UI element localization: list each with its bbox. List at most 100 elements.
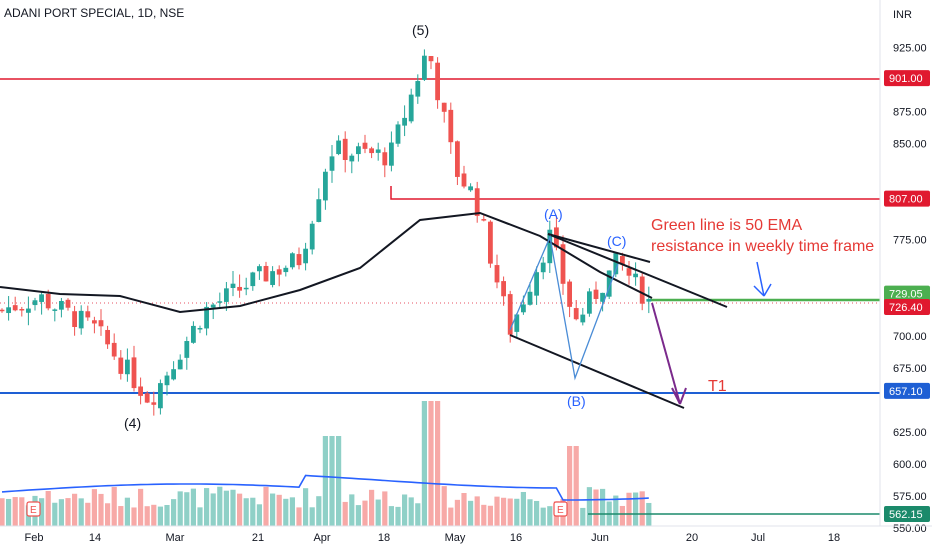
time-tick-label[interactable]: 18 — [378, 532, 390, 544]
time-tick-label[interactable]: 20 — [686, 532, 698, 544]
price-badge-label: 901.00 — [889, 73, 923, 85]
candle-body — [382, 152, 388, 166]
wave-4-label: (4) — [124, 415, 141, 431]
candle-body — [26, 308, 31, 313]
time-tick-label[interactable]: 21 — [252, 532, 264, 544]
volume-bar — [270, 493, 276, 526]
price-badge-label: 729.05 — [889, 289, 923, 301]
candle-body — [389, 142, 394, 166]
price-tick-label: 600.00 — [893, 459, 927, 471]
time-tick-label[interactable]: 14 — [89, 532, 101, 544]
time-tick-label[interactable]: Apr — [313, 532, 330, 544]
time-axis-ticks[interactable]: Feb 14 Mar 21 Apr 18 May 16 Jun 20 Jul 18 — [25, 532, 841, 544]
candle-body — [606, 270, 612, 297]
candle-body — [521, 304, 526, 313]
volume-bar — [138, 488, 144, 526]
candle-body — [461, 173, 467, 187]
candle-body — [171, 369, 176, 380]
volume-bar — [329, 436, 335, 526]
candle-body — [111, 342, 117, 357]
candle-body — [613, 253, 619, 275]
candle-body — [230, 283, 236, 289]
candle-body — [204, 306, 209, 329]
wave-5-label: (5) — [412, 22, 429, 38]
candle-body — [257, 266, 262, 272]
candle-body — [435, 62, 440, 101]
volume-bar — [171, 499, 177, 526]
volume-bar — [78, 498, 84, 526]
volume-bar — [98, 493, 104, 526]
volume-ma-line — [1, 474, 649, 501]
volume-bar — [256, 504, 262, 526]
lower-channel-line — [509, 334, 685, 409]
volume-bar — [190, 488, 196, 526]
price-axis-bg[interactable] — [880, 0, 932, 550]
candle-body — [448, 109, 454, 143]
volume-bar — [580, 507, 586, 526]
volume-bar — [289, 497, 295, 526]
volume-bar — [481, 504, 487, 526]
price-tick-label: 925.00 — [893, 42, 927, 54]
volume-bar — [85, 502, 91, 526]
volume-bars — [0, 401, 652, 526]
candle-body — [39, 294, 44, 302]
volume-bar — [157, 506, 163, 526]
candle-body — [620, 256, 625, 265]
candle-body — [263, 265, 269, 282]
candle-body — [626, 268, 632, 276]
volume-bar — [263, 486, 269, 526]
volume-bar — [131, 507, 137, 526]
candle-body — [441, 102, 447, 112]
volume-bar — [375, 499, 381, 526]
time-tick-label[interactable]: Jun — [591, 532, 609, 544]
candle-body — [6, 307, 11, 314]
volume-bar — [118, 506, 124, 526]
volume-bar — [217, 486, 223, 526]
candle-body — [210, 304, 216, 308]
volume-bar — [197, 507, 203, 526]
candle-body — [184, 341, 190, 358]
price-tick-label: 850.00 — [893, 139, 927, 151]
volume-bar — [527, 499, 533, 526]
volume-bar — [52, 502, 58, 526]
volume-bar — [0, 498, 5, 526]
time-tick-label[interactable]: 18 — [828, 532, 840, 544]
time-tick-label[interactable]: Mar — [166, 532, 185, 544]
candle-body — [593, 289, 599, 299]
candle-body — [527, 291, 533, 305]
volume-bar — [58, 499, 64, 526]
candle-body — [336, 140, 341, 155]
time-tick-label[interactable]: Feb — [25, 532, 44, 544]
volume-bar — [72, 493, 78, 526]
volume-bar — [435, 401, 441, 526]
candle-body — [105, 329, 110, 345]
volume-bar — [468, 500, 474, 526]
candle-body — [283, 267, 289, 273]
candle-body — [547, 229, 553, 264]
price-badge — [884, 190, 930, 207]
ema-50-line — [0, 211, 653, 314]
volume-bar — [487, 505, 493, 526]
candle-body — [560, 244, 566, 284]
volume-bar — [65, 498, 71, 526]
earnings-marker-2[interactable]: E — [553, 501, 568, 517]
candle-body — [646, 299, 652, 302]
volume-bar — [408, 497, 414, 526]
candle-body — [534, 272, 539, 296]
time-tick-label[interactable]: 16 — [510, 532, 522, 544]
annotation-line-1: Green line is 50 EMA — [651, 217, 803, 234]
candle-body — [197, 327, 203, 330]
volume-bar — [336, 436, 342, 526]
price-badge-label: 562.15 — [889, 509, 923, 521]
earnings-marker-1[interactable]: E — [26, 501, 41, 517]
time-tick-label[interactable]: May — [445, 532, 466, 544]
candle-body — [356, 146, 361, 155]
candle-body — [428, 56, 434, 62]
annotation-line-2: resistance in weekly time frame — [651, 238, 874, 255]
candle-body — [65, 299, 71, 308]
candle-body — [224, 288, 229, 302]
volume-bar — [540, 507, 546, 526]
time-tick-label[interactable]: Jul — [751, 532, 765, 544]
candle-body — [474, 188, 480, 216]
